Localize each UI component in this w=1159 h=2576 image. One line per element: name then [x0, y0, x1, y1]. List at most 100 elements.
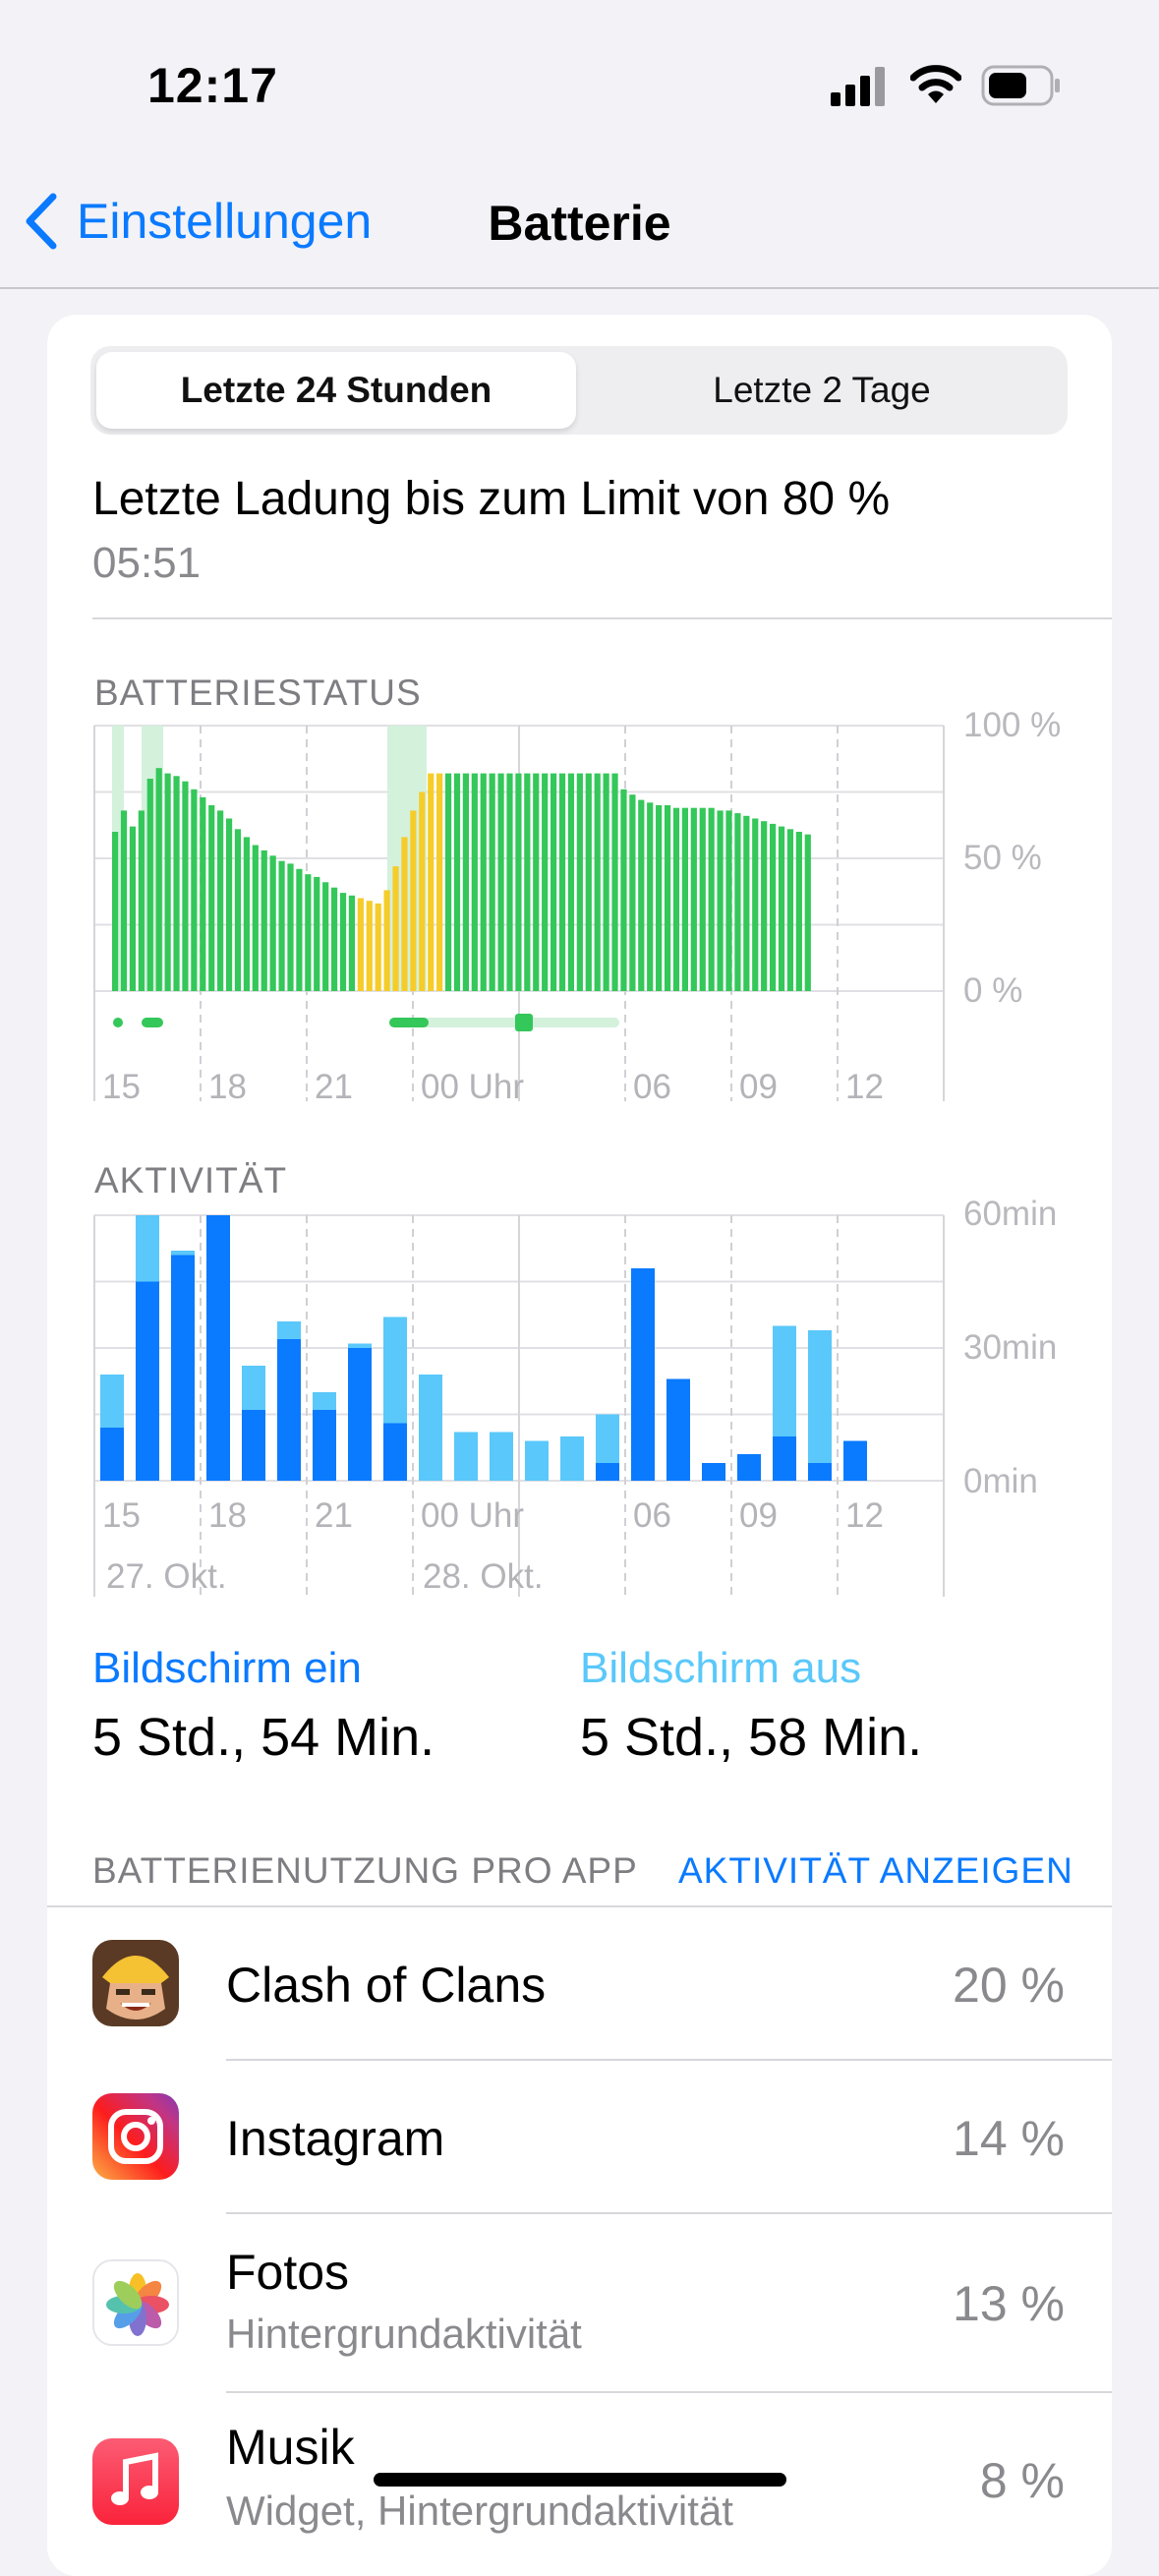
battery-x-tick-label: 06 [633, 1068, 671, 1106]
battery-bar [261, 849, 267, 991]
battery-bar [164, 773, 171, 991]
status-time: 12:17 [147, 58, 278, 113]
app-row-fotos[interactable]: Fotos Hintergrundaktivität 13 % [47, 2214, 1112, 2391]
battery-bar [252, 845, 259, 991]
battery-bar [243, 837, 250, 991]
activity-x-tick-label: 12 [845, 1496, 884, 1535]
app-percentage: 13 % [953, 2276, 1065, 2331]
last-charge-time: 05:51 [92, 539, 202, 587]
battery-bar [357, 898, 364, 991]
charging-indicator [515, 1014, 533, 1031]
status-bar: 12:17 [0, 0, 1159, 157]
instagram-icon [92, 2093, 179, 2180]
battery-bar [410, 810, 417, 991]
battery-bar [471, 773, 478, 991]
battery-bar [778, 826, 785, 991]
app-name: Instagram [226, 2111, 445, 2166]
battery-bar [672, 807, 680, 991]
activity-x-tick-label: 00 Uhr [421, 1496, 525, 1535]
divider [226, 2059, 1112, 2061]
activity-y-label: 60min [963, 1195, 1058, 1233]
battery-x-tick-label: 18 [208, 1068, 247, 1106]
battery-bar [208, 805, 215, 991]
battery-bar [664, 805, 671, 991]
screen-off-bar [808, 1330, 832, 1463]
battery-bar [401, 837, 408, 991]
battery-x-tick-label: 09 [739, 1068, 778, 1106]
battery-bar [629, 794, 636, 991]
battery-bar [322, 882, 329, 991]
screen-off-bar [560, 1436, 584, 1481]
battery-bar [480, 773, 487, 991]
battery-bar [542, 773, 549, 991]
battery-bar [620, 789, 627, 991]
battery-bar [129, 826, 137, 991]
screen-off-bar [277, 1321, 301, 1339]
battery-bar [287, 863, 294, 991]
battery-bar [699, 807, 706, 991]
segment-2-days[interactable]: Letzte 2 Tage [713, 370, 931, 410]
battery-bar [524, 773, 531, 991]
screen-on-bar [383, 1423, 407, 1481]
battery-bar [497, 773, 504, 991]
back-button[interactable]: Einstellungen [24, 193, 372, 250]
app-row-instagram[interactable]: Instagram 14 % [47, 2061, 1112, 2212]
battery-status-label: BATTERIESTATUS [94, 673, 422, 713]
battery-bar [419, 791, 426, 991]
battery-bar [558, 773, 566, 991]
home-indicator [374, 2473, 786, 2487]
divider [226, 2391, 1112, 2393]
battery-bar [804, 834, 811, 991]
battery-bar [146, 779, 153, 991]
screen-off-bar [242, 1366, 265, 1410]
battery-bar [120, 810, 128, 991]
battery-bar [112, 832, 119, 991]
screen-off-bar [100, 1375, 124, 1428]
screen-off-bar [773, 1325, 796, 1436]
battery-bar [462, 773, 469, 991]
app-name: Clash of Clans [226, 1958, 547, 2013]
divider [226, 2212, 1112, 2214]
screen-off-bar [313, 1392, 336, 1410]
battery-bar [761, 821, 768, 991]
battery-bar [428, 773, 435, 991]
charging-indicator [142, 1018, 163, 1027]
screen-on-label: Bildschirm ein [92, 1644, 362, 1692]
battery-bar [786, 829, 794, 991]
activity-x-tick-label: 21 [315, 1496, 353, 1535]
screen-on-bar [773, 1436, 796, 1481]
screen-on-bar [808, 1463, 832, 1481]
app-subtitle: Widget, Hintergrundaktivität [226, 2488, 733, 2534]
show-activity-button[interactable]: AKTIVITÄT ANZEIGEN [678, 1850, 1073, 1891]
battery-y-label: 0 % [963, 971, 1023, 1010]
app-row-clash-of-clans[interactable]: Clash of Clans 20 % [47, 1907, 1112, 2059]
battery-bar [506, 773, 513, 991]
battery-bar [366, 901, 373, 991]
app-name: Fotos [226, 2245, 350, 2300]
battery-bar [217, 810, 224, 991]
clash-of-clans-icon [92, 1940, 179, 2026]
screen-off-label: Bildschirm aus [580, 1644, 862, 1692]
battery-bar [770, 823, 777, 991]
battery-bar [725, 810, 732, 991]
music-icon [92, 2438, 179, 2525]
screen-on-bar [277, 1339, 301, 1481]
wifi-icon [910, 65, 961, 103]
chevron-left-icon [26, 193, 57, 250]
battery-bar [375, 903, 381, 991]
battery-bar [305, 874, 312, 991]
screen-off-bar [419, 1375, 442, 1481]
battery-bar [200, 796, 206, 991]
activity-x-tick-label: 09 [739, 1496, 778, 1535]
battery-bar [489, 773, 495, 991]
screen-on-bar [348, 1348, 372, 1481]
app-subtitle: Hintergrundaktivität [226, 2311, 582, 2357]
battery-bar [743, 815, 750, 991]
screen-off-bar [454, 1432, 478, 1481]
segment-24h[interactable]: Letzte 24 Stunden [96, 352, 576, 429]
period-segmented-control: Letzte 24 Stunden Letzte 2 Tage [90, 346, 1068, 435]
battery-bar [269, 855, 276, 991]
battery-bar [795, 832, 802, 991]
screen-on-bar [242, 1410, 265, 1481]
battery-bar [708, 807, 715, 991]
